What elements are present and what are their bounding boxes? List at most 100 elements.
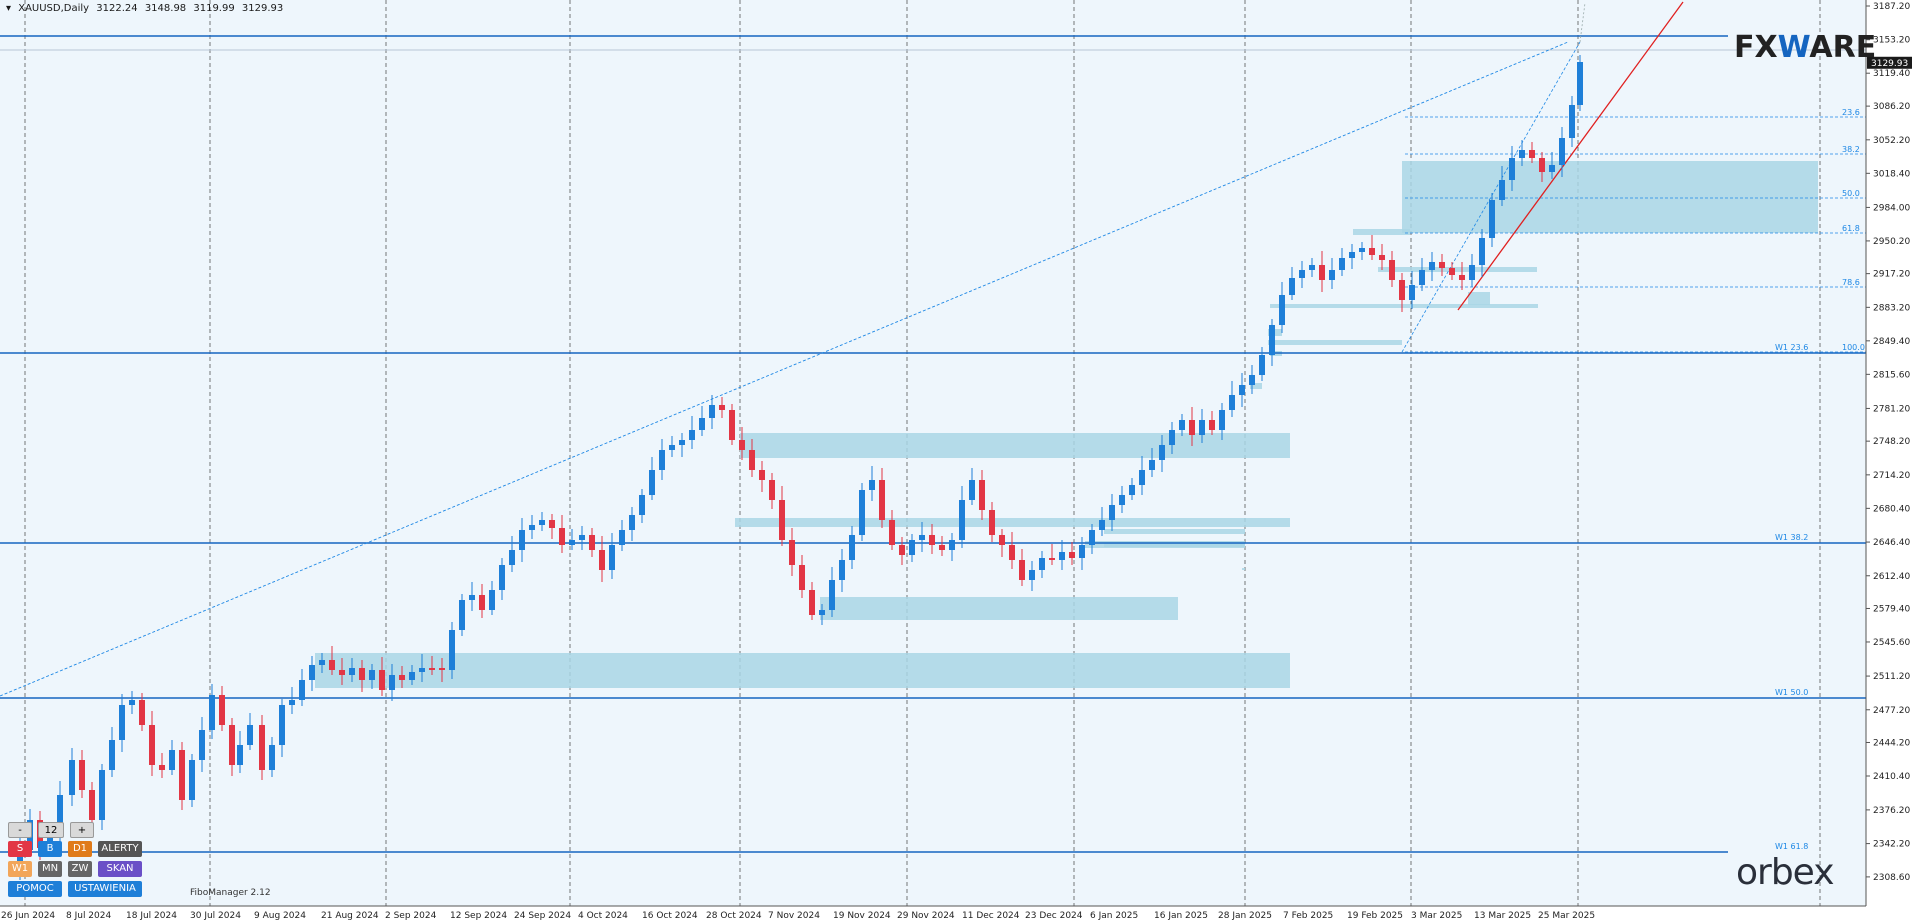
bear-candle — [149, 725, 155, 765]
bull-candle — [689, 430, 695, 440]
bull-candle — [1219, 410, 1225, 430]
d1-button[interactable]: D1 — [68, 841, 92, 857]
weekly-fib-label: W1 23.6 — [1775, 343, 1808, 352]
bull-candle — [129, 700, 135, 705]
plus-button[interactable]: + — [70, 822, 94, 838]
bear-candle — [1369, 248, 1375, 255]
bull-candle — [419, 668, 425, 672]
bull-candle — [1309, 265, 1315, 270]
bear-candle — [769, 480, 775, 500]
bull-candle — [1479, 238, 1485, 265]
bull-candle — [1249, 375, 1255, 385]
bull-candle — [1349, 252, 1355, 258]
bull-candle — [659, 450, 665, 470]
price-axis-label: 3119.40 — [1873, 69, 1910, 79]
help-button[interactable]: POMOC — [8, 881, 62, 897]
price-axis[interactable]: 3187.20 3153.20 3119.40 3086.20 3052.20 3018.… — [1865, 0, 1912, 916]
price-axis-label: 3086.20 — [1873, 102, 1910, 112]
bull-candle — [1339, 258, 1345, 270]
vertical-marker — [1579, 2, 1586, 43]
bear-candle — [399, 675, 405, 680]
price-axis-label: 2376.20 — [1873, 806, 1910, 816]
bull-candle — [829, 580, 835, 610]
date-axis-label: 9 Aug 2024 — [254, 911, 306, 921]
bear-candle — [559, 528, 565, 545]
bear-candle — [1069, 552, 1075, 558]
date-axis-label: 28 Oct 2024 — [706, 911, 762, 921]
alerts-button[interactable]: ALERTY — [98, 841, 142, 857]
bear-candle — [379, 670, 385, 690]
bull-candle — [409, 672, 415, 680]
zone-rectangle — [1104, 529, 1245, 534]
price-axis-bg — [1866, 0, 1912, 906]
date-axis-label: 11 Dec 2024 — [962, 911, 1020, 921]
date-axis-label: 19 Nov 2024 — [833, 911, 891, 921]
bear-candle — [159, 765, 165, 770]
zone-rectangle — [1353, 229, 1410, 235]
bear-candle — [599, 550, 605, 570]
zone-rectangle — [1468, 292, 1490, 305]
bull-candle — [289, 700, 295, 705]
indicator-name: FiboManager 2.12 — [190, 888, 271, 898]
date-axis[interactable]: 26 Jun 2024 8 Jul 2024 18 Jul 2024 30 Jul 2… — [0, 905, 1912, 922]
price-axis-label: 2950.20 — [1873, 237, 1910, 247]
scan-button[interactable]: SKAN — [98, 861, 142, 877]
bear-candle — [989, 510, 995, 535]
bear-candle — [89, 790, 95, 820]
w1-button[interactable]: W1 — [8, 861, 32, 877]
bear-candle — [899, 545, 905, 555]
settings-button[interactable]: USTAWIENIA — [68, 881, 142, 897]
bull-candle — [539, 520, 545, 525]
zw-button[interactable]: ZW — [68, 861, 92, 877]
bull-candle — [869, 480, 875, 490]
bull-candle — [489, 590, 495, 610]
date-axis-label: 4 Oct 2024 — [578, 911, 628, 921]
bull-candle — [709, 405, 715, 418]
fxware-logo: FXWARE — [1734, 30, 1877, 65]
bear-candle — [79, 760, 85, 790]
current-price-badge — [1867, 56, 1912, 69]
bull-candle — [449, 630, 455, 670]
buy-button[interactable]: B — [38, 841, 62, 857]
bear-candle — [809, 590, 815, 615]
bull-candle — [1289, 278, 1295, 295]
bear-candle — [719, 405, 725, 410]
price-axis-label: 3052.20 — [1873, 136, 1910, 146]
dropdown-icon[interactable]: ▾ — [6, 3, 12, 14]
bear-candle — [879, 480, 885, 520]
bull-candle — [1059, 552, 1065, 560]
date-axis-label: 2 Sep 2024 — [385, 911, 437, 921]
fib-diagonal — [1401, 41, 1581, 353]
bear-candle — [329, 660, 335, 670]
bull-candle — [1509, 158, 1515, 180]
bull-candle — [57, 795, 63, 835]
bear-candle — [759, 470, 765, 480]
bull-candle — [1229, 395, 1235, 410]
bull-candle — [369, 670, 375, 680]
date-axis-label: 25 Mar 2025 — [1538, 911, 1595, 921]
symbol-name: XAUUSD,Daily — [18, 3, 90, 14]
bull-candle — [1549, 165, 1555, 172]
bear-candle — [1049, 558, 1055, 560]
bull-candle — [389, 675, 395, 690]
sell-button[interactable]: S — [8, 841, 32, 857]
bear-candle — [799, 565, 805, 590]
bear-candle — [1009, 545, 1015, 560]
bear-candle — [999, 535, 1005, 545]
symbol-header: ▾ XAUUSD,Daily 3122.24 3148.98 3119.99 3… — [6, 3, 287, 14]
bull-candle — [669, 445, 675, 450]
period-value[interactable]: 12 — [38, 822, 64, 838]
minus-button[interactable]: - — [8, 822, 32, 838]
date-axis-label: 26 Jun 2024 — [1, 911, 55, 921]
mn-button[interactable]: MN — [38, 861, 62, 877]
price-axis-label: 2511.20 — [1873, 672, 1910, 682]
date-axis-label: 7 Nov 2024 — [768, 911, 820, 921]
bull-candle — [1259, 355, 1265, 375]
bull-candle — [1199, 420, 1205, 435]
bull-candle — [1179, 420, 1185, 430]
bull-candle — [699, 418, 705, 430]
bull-candle — [1139, 470, 1145, 485]
zone-rectangle — [1402, 161, 1818, 233]
